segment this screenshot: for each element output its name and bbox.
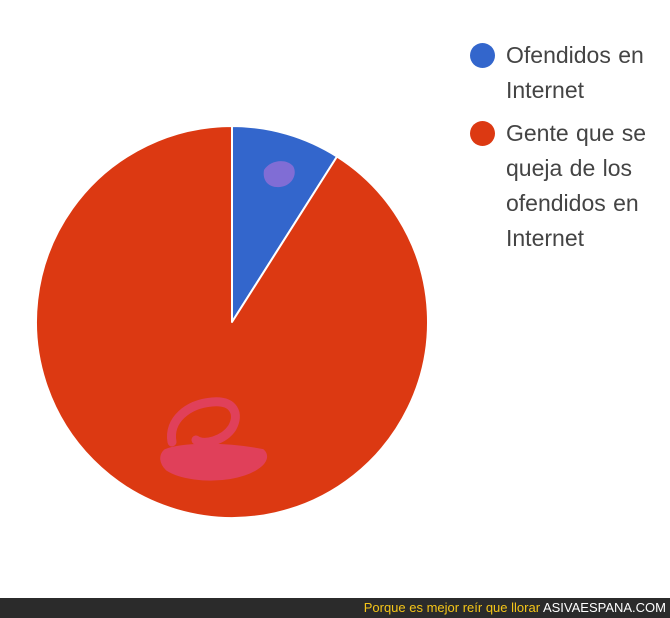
legend-item-ofendidos: Ofendidos en Internet	[468, 38, 668, 108]
legend-swatch-red	[470, 121, 495, 146]
legend-label-line-1: Gente que se	[506, 120, 647, 146]
pie-slice-ofendidos	[231, 125, 339, 323]
footer-brand-link[interactable]: ASIVAESPANA.COM	[542, 600, 666, 615]
legend-label-line-1: Ofendidos en	[506, 42, 644, 68]
legend-label-line-4: Internet	[506, 225, 584, 251]
scribble-mark-blue	[263, 161, 295, 188]
legend-label-line-3: ofendidos en	[506, 190, 639, 216]
pie-chart-svg	[35, 125, 429, 519]
legend-label-line-2: queja de los	[506, 155, 633, 181]
legend-label-line-2: Internet	[506, 77, 584, 103]
footer-slogan: Porque es mejor reír que llorar	[363, 600, 541, 615]
pie-chart: Ofendidos en Internet Gente que se queja…	[35, 38, 668, 519]
pie-slice-gente-que-se-queja	[35, 125, 429, 519]
legend-swatch-blue	[470, 43, 495, 68]
chart-legend: Ofendidos en Internet Gente que se queja…	[468, 38, 668, 264]
scribble-mark-red	[160, 397, 267, 481]
legend-item-gente-que-se-queja: Gente que se queja de los ofendidos en I…	[468, 116, 668, 256]
footer-bar: Porque es mejor reír que llorar ASIVAESP…	[0, 598, 670, 618]
